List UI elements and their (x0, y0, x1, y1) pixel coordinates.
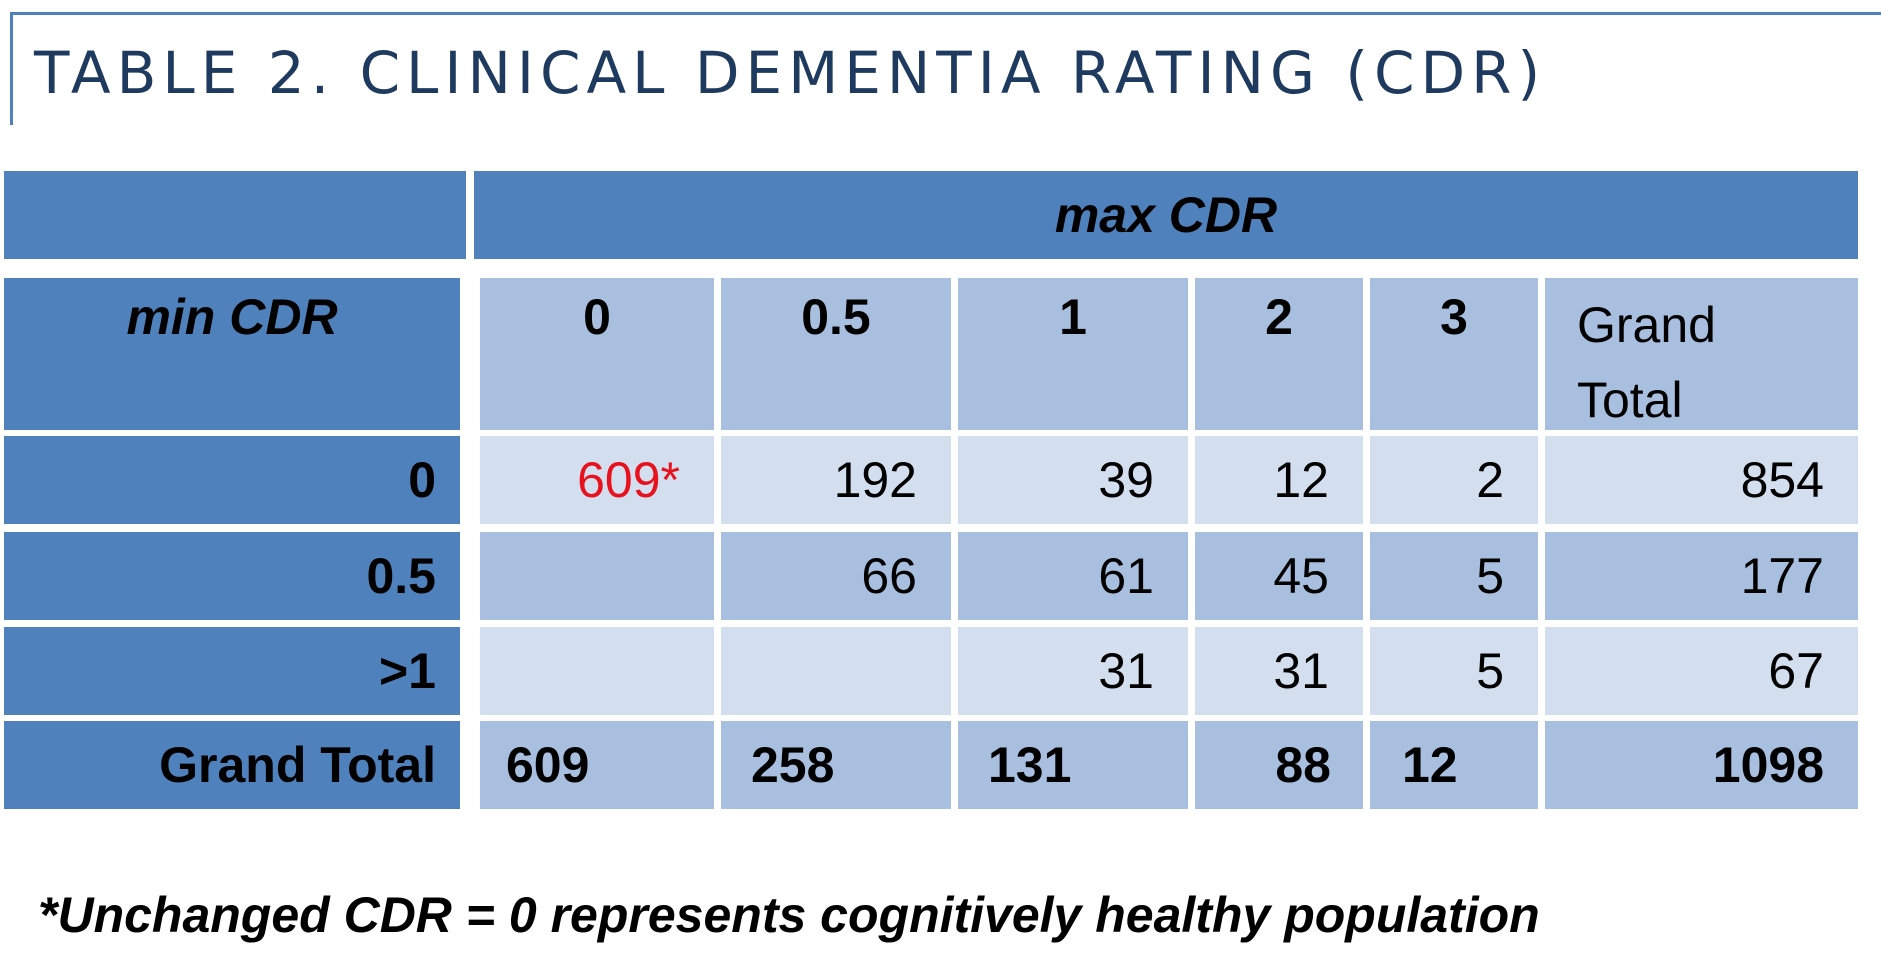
cell-2-4: 5 (1370, 627, 1538, 715)
row-label-text: >1 (378, 643, 436, 699)
cell-1-2: 61 (958, 532, 1188, 620)
page-title: TABLE 2. CLINICAL DEMENTIA RATING (CDR) (34, 39, 1547, 107)
cell-0-1: 192 (721, 436, 951, 524)
title-frame (10, 12, 1881, 125)
max-cdr-label: max CDR (1054, 187, 1278, 243)
total-cell-grand: 1098 (1545, 721, 1858, 809)
column-header-3: 3 (1370, 278, 1538, 430)
cell-value: 61 (1098, 548, 1154, 604)
cell-value: 31 (1098, 643, 1154, 699)
cell-value: 66 (861, 548, 917, 604)
column-header-label: 0.5 (801, 289, 871, 345)
row-label-gt1: >1 (4, 627, 460, 715)
cell-0-3: 12 (1195, 436, 1363, 524)
total-cell-3: 12 (1370, 721, 1538, 809)
cell-value: 67 (1768, 643, 1824, 699)
cell-2-total: 67 (1545, 627, 1858, 715)
row-label-text: 0.5 (366, 548, 436, 604)
row-label-0-5: 0.5 (4, 532, 460, 620)
column-header-label: 1 (1059, 289, 1087, 345)
cell-value: 192 (833, 452, 917, 508)
total-value: 88 (1275, 737, 1331, 793)
max-cdr-header: max CDR (474, 171, 1858, 259)
cell-value: 39 (1098, 452, 1154, 508)
cell-1-total: 177 (1545, 532, 1858, 620)
cell-1-4: 5 (1370, 532, 1538, 620)
column-header-2: 2 (1195, 278, 1363, 430)
grand-total-header-line2: Total (1577, 372, 1683, 428)
cell-1-1: 66 (721, 532, 951, 620)
total-cell-0: 609 (480, 721, 714, 809)
grand-total-header-line1: Grand (1577, 297, 1716, 353)
total-cell-1: 131 (958, 721, 1188, 809)
total-cell-2: 88 (1195, 721, 1363, 809)
cell-value: 854 (1740, 452, 1824, 508)
min-cdr-header: min CDR (4, 278, 460, 430)
highlighted-value: 609* (577, 452, 680, 508)
cell-0-0: 609* (480, 436, 714, 524)
cell-value: 5 (1476, 643, 1504, 699)
column-header-grand-total: Grand Total (1545, 278, 1858, 430)
row-label-grand-total: Grand Total (4, 721, 460, 809)
cell-0-4: 2 (1370, 436, 1538, 524)
cell-2-2: 31 (958, 627, 1188, 715)
total-value: 131 (988, 737, 1072, 793)
cell-value: 31 (1273, 643, 1329, 699)
cell-value: 177 (1740, 548, 1824, 604)
cell-2-1 (721, 627, 951, 715)
cell-2-0 (480, 627, 714, 715)
cell-0-2: 39 (958, 436, 1188, 524)
cell-1-3: 45 (1195, 532, 1363, 620)
cell-value: 2 (1476, 452, 1504, 508)
column-header-1: 1 (958, 278, 1188, 430)
cell-1-0 (480, 532, 714, 620)
column-header-label: 2 (1265, 289, 1293, 345)
cell-0-total: 854 (1545, 436, 1858, 524)
row-label-0: 0 (4, 436, 460, 524)
cell-value: 45 (1273, 548, 1329, 604)
row-label-text: Grand Total (159, 737, 436, 793)
cell-value: 12 (1273, 452, 1329, 508)
total-cell-0-5: 258 (721, 721, 951, 809)
total-value: 609 (506, 737, 590, 793)
cell-2-3: 31 (1195, 627, 1363, 715)
column-header-label: 0 (583, 289, 611, 345)
column-header-0-5: 0.5 (721, 278, 951, 430)
total-value: 12 (1402, 737, 1458, 793)
total-value: 1098 (1712, 737, 1824, 793)
row-label-text: 0 (408, 452, 436, 508)
total-value: 258 (751, 737, 835, 793)
column-header-0: 0 (480, 278, 714, 430)
cell-value: 5 (1476, 548, 1504, 604)
header-corner-cell (4, 171, 466, 259)
footnote: *Unchanged CDR = 0 represents cognitivel… (38, 887, 1540, 943)
min-cdr-label: min CDR (126, 289, 338, 345)
column-header-label: 3 (1440, 289, 1468, 345)
